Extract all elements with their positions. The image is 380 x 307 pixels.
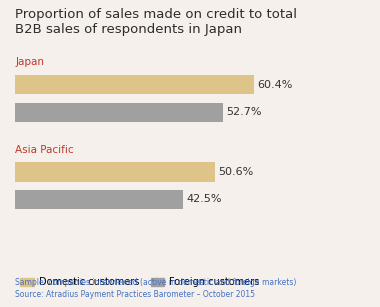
Legend: Domestic customers, Foreign customers: Domestic customers, Foreign customers bbox=[20, 277, 259, 287]
Bar bbox=[15, 162, 215, 181]
Text: Asia Pacific: Asia Pacific bbox=[15, 145, 74, 155]
Bar bbox=[15, 190, 183, 209]
Text: B2B sales of respondents in Japan: B2B sales of respondents in Japan bbox=[15, 23, 242, 36]
Text: Proportion of sales made on credit to total: Proportion of sales made on credit to to… bbox=[15, 8, 297, 21]
Text: 50.6%: 50.6% bbox=[218, 167, 253, 177]
Text: Japan: Japan bbox=[15, 57, 44, 68]
Text: Source: Atradius Payment Practices Barometer – October 2015: Source: Atradius Payment Practices Barom… bbox=[15, 290, 255, 299]
Text: 52.7%: 52.7% bbox=[226, 107, 262, 117]
Bar bbox=[15, 75, 254, 94]
Text: Sample: companies interviewed (active in domestic and foreign markets): Sample: companies interviewed (active in… bbox=[15, 278, 296, 287]
Text: 60.4%: 60.4% bbox=[257, 80, 293, 90]
Bar bbox=[15, 103, 223, 122]
Text: 42.5%: 42.5% bbox=[186, 194, 222, 204]
